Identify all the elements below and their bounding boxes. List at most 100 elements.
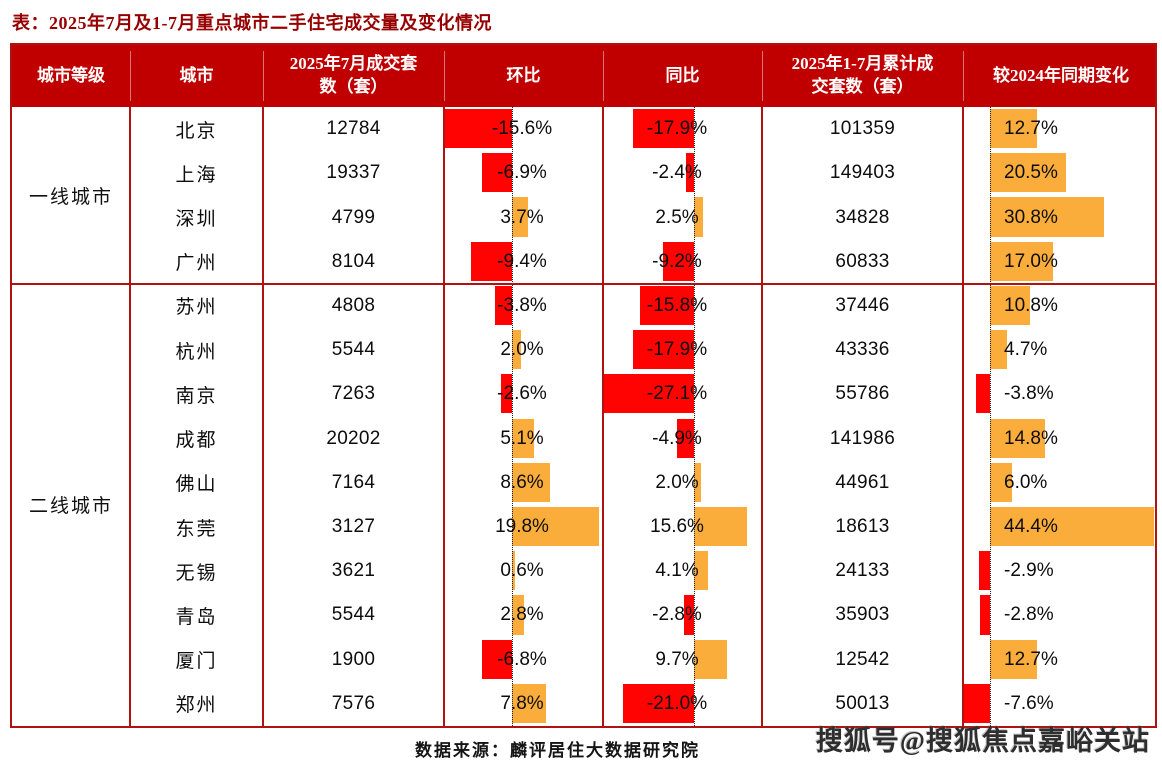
header-mom: 环比 (506, 65, 541, 85)
mom-bar (512, 551, 515, 591)
mom-bar (512, 330, 521, 370)
jul-sales-count: 19337 (326, 162, 381, 184)
yoy-bar (694, 197, 703, 237)
table-row: 厦门 1900 -6.8% 9.7% 12542 12.7% (12, 638, 1155, 682)
chg-zero-axis (990, 107, 991, 726)
jul-sales-count: 8104 (331, 250, 376, 272)
jul-sales-count: 1900 (331, 648, 376, 670)
cum-change-value: 17.0% (1004, 250, 1058, 272)
table-header-row: 城市等级 城市 2025年7月成交套 数（套） 环比 同比 2025年1-7月累… (12, 45, 1155, 107)
yoy-bar (633, 330, 694, 370)
city-name: 佛山 (175, 474, 218, 496)
cum-change-value: 30.8% (1004, 206, 1058, 228)
chg-bar (990, 418, 1045, 458)
mom-value: -3.8% (497, 294, 547, 316)
cumulative-count: 37446 (835, 294, 890, 316)
city-name: 东莞 (175, 518, 218, 540)
mom-value: 2.8% (500, 604, 544, 626)
mom-bar (512, 418, 535, 458)
mom-value: 0.6% (500, 560, 544, 582)
jul-sales-count: 5544 (331, 604, 376, 626)
data-source-note: 数据来源：麟评居住大数据研究院 (415, 741, 700, 760)
yoy-value: -17.9% (646, 339, 708, 361)
yoy-bar (633, 109, 694, 149)
mom-bar (512, 197, 529, 237)
yoy-value: -27.1% (646, 383, 708, 405)
chg-bar (990, 109, 1037, 149)
cum-change-value: -7.6% (1004, 692, 1054, 714)
city-name: 北京 (175, 120, 218, 142)
mom-value: 7.8% (500, 692, 544, 714)
yoy-bar (694, 462, 701, 502)
cum-change-value: 4.7% (1004, 339, 1048, 361)
cumulative-count: 12542 (835, 648, 890, 670)
chg-bar (990, 506, 1155, 547)
yoy-value: -4.9% (652, 427, 702, 449)
jul-sales-count: 7164 (331, 471, 376, 493)
header-cum-count: 2025年1-7月累计成 交套数（套） (791, 54, 934, 96)
table-row: 东莞 3127 19.8% 15.6% 18613 44.4% (12, 505, 1155, 549)
yoy-value: 15.6% (650, 516, 704, 538)
cumulative-count: 101359 (829, 118, 896, 140)
mom-bar (482, 639, 512, 679)
cumulative-count: 149403 (829, 162, 896, 184)
cumulative-count: 18613 (835, 516, 890, 538)
table-row: 北京 12784 -15.6% -17.9% 101359 12.7% (12, 107, 1155, 151)
header-separator (603, 51, 604, 101)
mom-zero-axis (512, 107, 513, 726)
yoy-bar (685, 153, 694, 193)
chg-bar (961, 683, 990, 723)
yoy-value: -2.4% (652, 162, 702, 184)
yoy-bar (677, 418, 694, 458)
header-city-tier: 城市等级 (37, 65, 105, 85)
header-cum-change: 较2024年同期变化 (993, 65, 1129, 85)
column-border (761, 107, 763, 726)
yoy-value: -21.0% (646, 692, 708, 714)
city-name: 上海 (175, 164, 218, 186)
cumulative-count: 44961 (835, 471, 890, 493)
yoy-value: -9.2% (652, 250, 702, 272)
tier-separator (12, 282, 1155, 285)
table-body: 一线城市 北京 12784 -15.6% -17.9% 101359 12.7% 上海 1933… (12, 107, 1155, 726)
jul-sales-count: 7263 (331, 383, 376, 405)
mom-bar (481, 153, 512, 193)
mom-bar (500, 374, 512, 414)
city-name: 无锡 (175, 562, 218, 584)
chg-bar (990, 241, 1053, 281)
mom-bar (512, 506, 600, 547)
cumulative-count: 34828 (835, 206, 890, 228)
tier-label: 一线城市 (28, 186, 113, 208)
city-name: 成都 (175, 430, 218, 452)
cum-change-value: -2.8% (1004, 604, 1054, 626)
mom-bar (512, 683, 547, 723)
jul-sales-count: 12784 (326, 118, 381, 140)
mom-value: -6.9% (497, 162, 547, 184)
cum-change-value: 10.8% (1004, 294, 1058, 316)
table-row: 无锡 3621 0.6% 4.1% 24133 -2.9% (12, 549, 1155, 593)
mom-value: 8.6% (500, 471, 544, 493)
mom-bar (443, 109, 512, 149)
cumulative-count: 50013 (835, 692, 890, 714)
mom-value: 2.0% (500, 339, 544, 361)
jul-sales-count: 20202 (326, 427, 381, 449)
yoy-value: -17.9% (646, 118, 708, 140)
table-row: 苏州 4808 -3.8% -15.8% 37446 10.8% (12, 284, 1155, 328)
cumulative-count: 55786 (835, 383, 890, 405)
table-row: 青岛 5544 2.8% -2.8% 35903 -2.8% (12, 593, 1155, 637)
watermark-text: 搜狐号@搜狐焦点嘉峪关站 (815, 726, 1150, 756)
yoy-bar (684, 595, 694, 635)
cum-change-value: 12.7% (1004, 648, 1058, 670)
yoy-bar (622, 683, 694, 723)
cumulative-count: 141986 (829, 427, 896, 449)
chg-bar (979, 551, 990, 591)
table-row: 广州 8104 -9.4% -9.2% 60833 17.0% (12, 240, 1155, 284)
column-border (602, 107, 604, 726)
yoy-value: 4.1% (655, 560, 699, 582)
jul-sales-count: 5544 (331, 339, 376, 361)
yoy-bar (694, 551, 708, 591)
mom-bar (470, 241, 512, 281)
city-name: 深圳 (175, 209, 218, 231)
yoy-value: 2.5% (655, 206, 699, 228)
mom-value: 5.1% (500, 427, 544, 449)
